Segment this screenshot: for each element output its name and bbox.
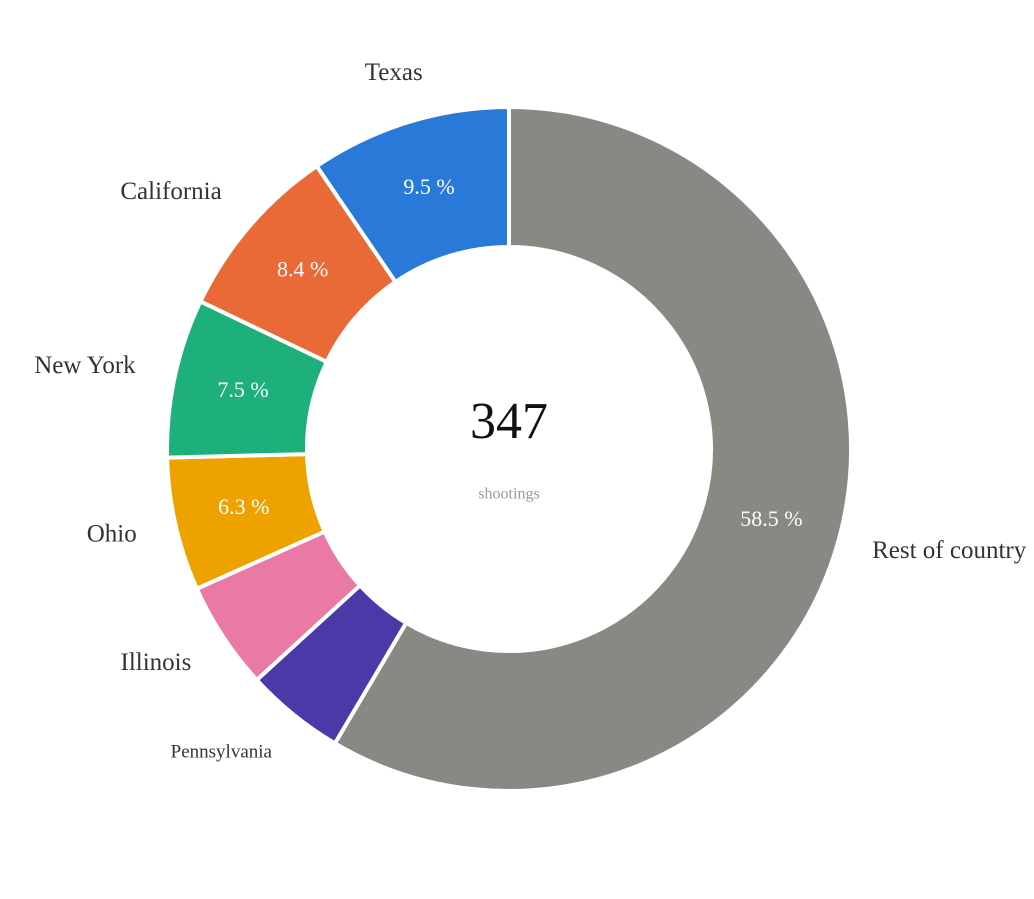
value-label: 7.5 % bbox=[217, 377, 268, 402]
category-label: Pennsylvania bbox=[171, 742, 273, 763]
value-label: 58.5 % bbox=[740, 506, 802, 531]
donut-slice bbox=[165, 298, 330, 460]
category-label: California bbox=[120, 178, 221, 205]
donut-slice bbox=[165, 452, 328, 592]
donut-slice bbox=[197, 163, 399, 365]
donut-slice bbox=[194, 528, 363, 683]
category-label: Texas bbox=[365, 59, 423, 86]
donut-slice bbox=[253, 582, 409, 747]
value-label: 8.4 % bbox=[277, 257, 328, 282]
category-label: Ohio bbox=[87, 520, 137, 547]
donut-slice bbox=[313, 104, 511, 285]
category-label: Illinois bbox=[121, 649, 192, 676]
category-label: Rest of country bbox=[872, 537, 1027, 564]
center-total: 347 bbox=[470, 393, 548, 450]
value-label: 9.5 % bbox=[403, 174, 454, 199]
center-label: shootings bbox=[478, 486, 539, 503]
value-label: 6.3 % bbox=[218, 494, 269, 519]
donut-slice bbox=[332, 104, 853, 793]
category-label: New York bbox=[34, 352, 136, 379]
